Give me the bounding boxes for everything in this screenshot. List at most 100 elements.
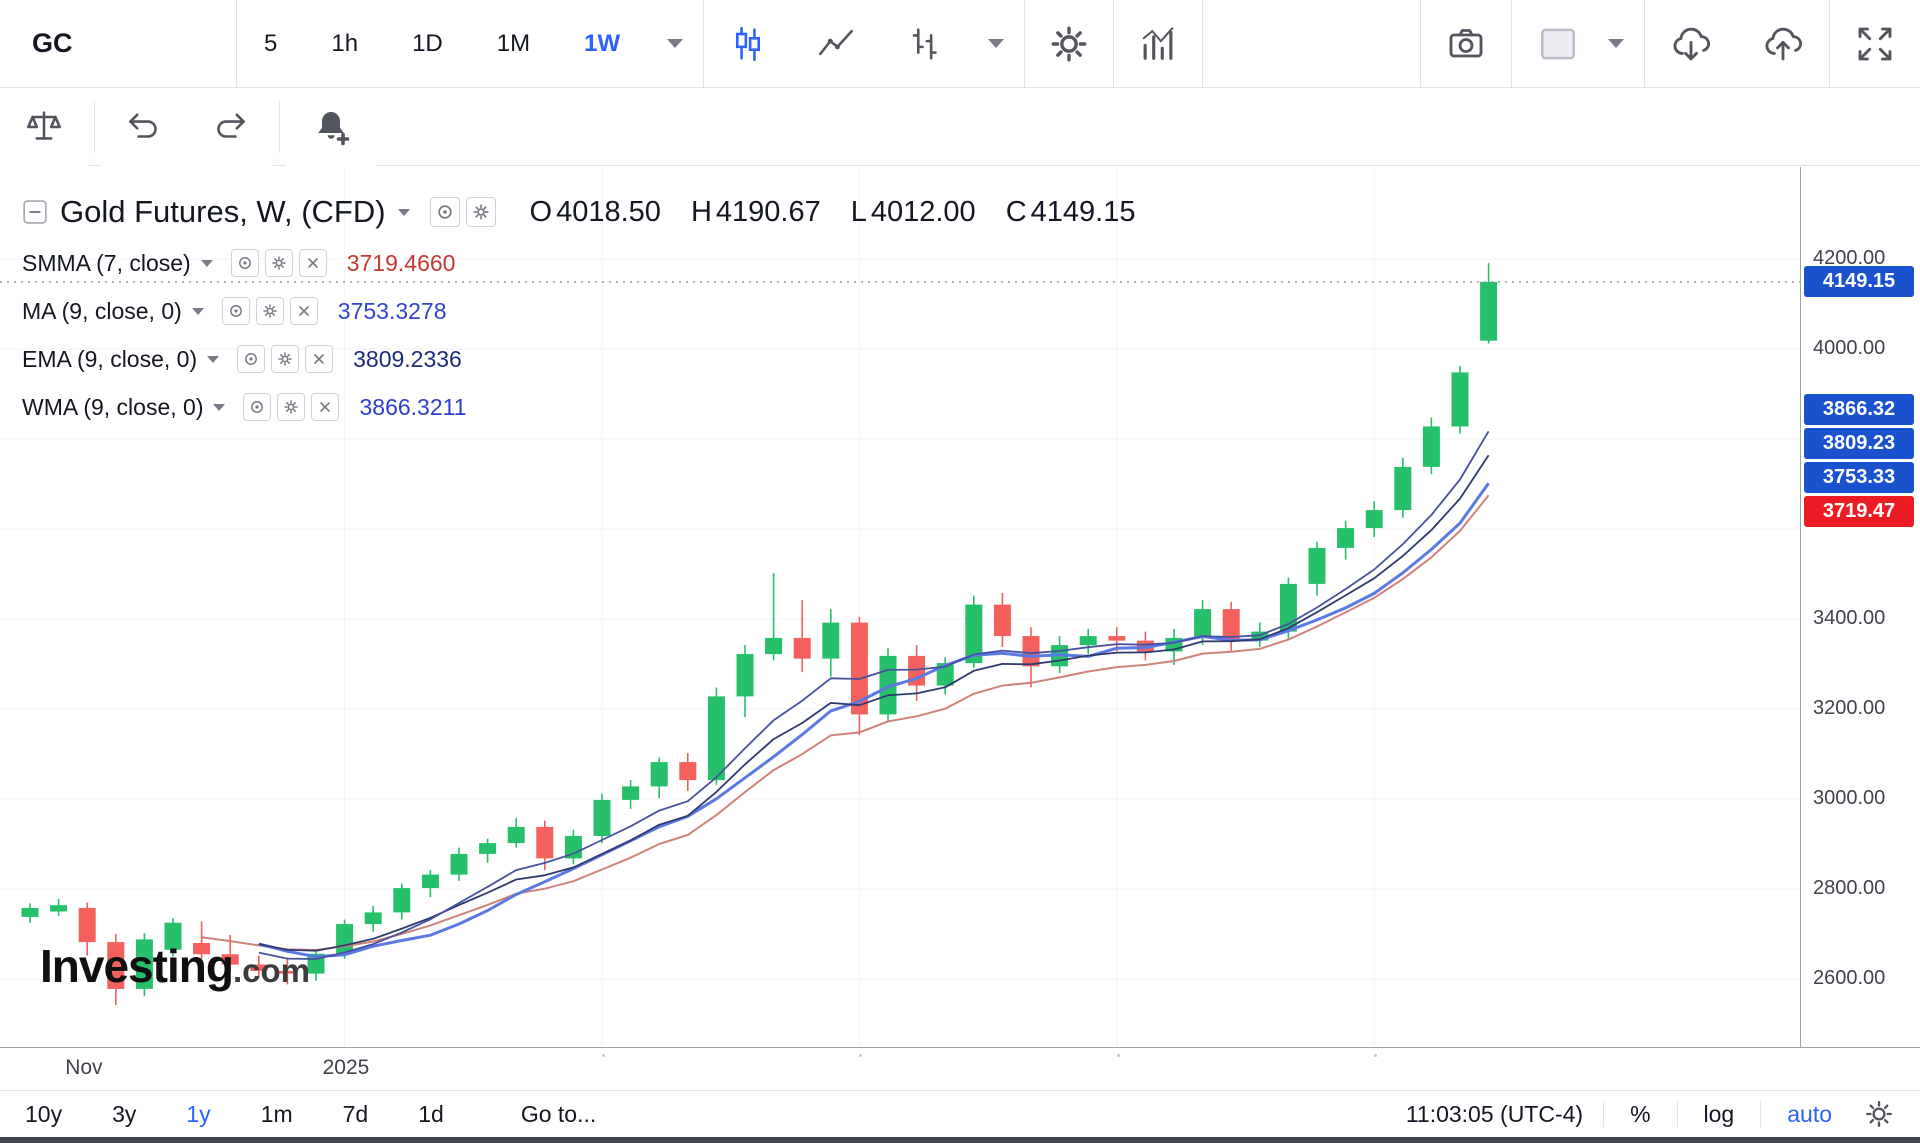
chevron-down-icon[interactable] <box>207 355 220 363</box>
close-icon <box>314 354 324 364</box>
eye-button[interactable] <box>237 345 266 373</box>
settings-small-button[interactable] <box>264 249 293 277</box>
settings-small-button[interactable] <box>271 345 300 373</box>
range-3y[interactable]: 3y <box>87 1091 162 1137</box>
save-layout-button[interactable] <box>1737 0 1829 87</box>
chevron-down-icon[interactable] <box>200 259 213 267</box>
indicator-actions <box>230 249 327 277</box>
time-axis-label: Nov <box>65 1056 103 1079</box>
indicator-row-1[interactable]: SMMA (7, close) 3719.4660 <box>22 243 1135 283</box>
watermark-brand: Investing <box>40 940 234 992</box>
settings-small-button[interactable] <box>255 297 284 325</box>
indicator-row-2[interactable]: MA (9, close, 0) 3753.3278 <box>22 291 1135 331</box>
chevron-down-icon <box>1608 39 1624 48</box>
indicator-row-3[interactable]: EMA (9, close, 0) 3809.2336 <box>22 339 1135 379</box>
line-chart-icon <box>819 29 854 55</box>
candle <box>21 903 39 923</box>
layout-button[interactable] <box>1512 0 1604 87</box>
log-scale-button[interactable]: log <box>1697 1091 1741 1137</box>
remove-button[interactable] <box>305 345 334 373</box>
interval-5[interactable]: 5 <box>237 0 305 87</box>
price-tick-label: 3200.00 <box>1813 697 1886 719</box>
candle <box>1337 520 1355 560</box>
chart-area[interactable]: Gold Futures, W, (CFD) O 4018.50 H 4190.67 L… <box>0 167 1920 1047</box>
gear-icon <box>1866 1101 1892 1127</box>
bar-style-button[interactable] <box>880 0 969 87</box>
price-axis[interactable]: 4200.00 4000.00 3400.00 3200.00 3000.00 2800.… <box>1800 167 1920 1047</box>
eye-button[interactable] <box>429 197 460 227</box>
collapse-icon[interactable] <box>22 199 48 225</box>
divider <box>279 100 280 153</box>
candle <box>1394 457 1412 518</box>
interval-1h[interactable]: 1h <box>304 0 386 87</box>
settings-small-button[interactable] <box>465 197 496 227</box>
auto-scale-button[interactable]: auto <box>1781 1091 1838 1137</box>
indicators-button[interactable] <box>1114 0 1203 87</box>
interval-1M[interactable]: 1M <box>469 0 558 87</box>
indicator-line <box>258 430 1490 960</box>
candle <box>1136 631 1154 661</box>
screenshot-button[interactable] <box>1421 0 1511 87</box>
ohlc-value: 4190.67 <box>715 195 821 228</box>
price-badge: 3866.32 <box>1804 393 1914 425</box>
price-badge: 3753.33 <box>1804 461 1914 493</box>
chevron-down-icon[interactable] <box>191 307 204 315</box>
bottom-edge-strip <box>0 1137 1920 1143</box>
candle <box>564 829 582 865</box>
close-icon <box>320 402 331 412</box>
add-alert-button[interactable] <box>286 87 376 166</box>
candle <box>765 573 783 661</box>
layout-dropdown-button[interactable] <box>1604 0 1644 87</box>
interval-dropdown-button[interactable] <box>647 0 704 87</box>
axis-settings-button[interactable] <box>1838 1091 1920 1137</box>
candle <box>107 934 125 1006</box>
divider <box>1420 0 1421 87</box>
chevron-down-icon[interactable] <box>397 208 410 216</box>
price-tick-label: 3000.00 <box>1813 787 1886 809</box>
scales-button[interactable] <box>0 87 88 166</box>
layout-icon <box>1541 28 1575 59</box>
chevron-down-icon[interactable] <box>213 403 226 411</box>
indicator-row-4[interactable]: WMA (9, close, 0) 3866.3211 <box>22 387 1135 427</box>
range-1y[interactable]: 1y <box>161 1091 236 1137</box>
interval-1W[interactable]: 1W <box>557 0 648 87</box>
divider <box>236 0 237 87</box>
goto-button[interactable]: Go to... <box>492 1091 625 1137</box>
time-axis-tick <box>1374 1054 1378 1057</box>
eye-icon <box>245 353 258 365</box>
chevron-down-icon <box>667 39 684 48</box>
range-7d[interactable]: 7d <box>317 1091 394 1137</box>
clock-time: 11:03:05 <box>1405 1100 1494 1127</box>
eye-button[interactable] <box>243 393 272 421</box>
remove-button[interactable] <box>311 393 340 421</box>
fullscreen-button[interactable] <box>1830 0 1920 87</box>
line-style-button[interactable] <box>792 0 881 87</box>
time-axis[interactable]: Nov 2025 <box>0 1047 1920 1090</box>
candle <box>850 616 868 736</box>
eye-button[interactable] <box>221 297 250 325</box>
symbol-legend-row[interactable]: Gold Futures, W, (CFD) O 4018.50 H 4190.67 L… <box>22 189 1135 235</box>
range-1m[interactable]: 1m <box>235 1091 318 1137</box>
eye-button[interactable] <box>230 249 259 277</box>
undo-button[interactable] <box>101 87 187 166</box>
range-10y[interactable]: 10y <box>0 1091 88 1137</box>
style-dropdown-button[interactable] <box>968 0 1025 87</box>
range-1d[interactable]: 1d <box>393 1091 469 1137</box>
camera-icon <box>1449 28 1483 57</box>
candlestick-icon <box>736 26 761 61</box>
settings-button[interactable] <box>1025 0 1114 87</box>
settings-small-button[interactable] <box>277 393 306 421</box>
percent-scale-button[interactable]: % <box>1624 1091 1657 1137</box>
interval-1D[interactable]: 1D <box>385 0 470 87</box>
symbol-search[interactable]: GC <box>0 0 236 87</box>
candlestick-chart[interactable] <box>0 167 1800 1047</box>
divider <box>1760 1101 1762 1127</box>
remove-button[interactable] <box>298 249 327 277</box>
candle <box>50 898 68 916</box>
candlestick-style-button[interactable] <box>704 0 793 87</box>
redo-button[interactable] <box>187 87 273 166</box>
time-axis-tick <box>1116 1054 1120 1057</box>
close-icon <box>298 306 309 316</box>
remove-button[interactable] <box>289 297 318 325</box>
load-layout-button[interactable] <box>1645 0 1737 87</box>
